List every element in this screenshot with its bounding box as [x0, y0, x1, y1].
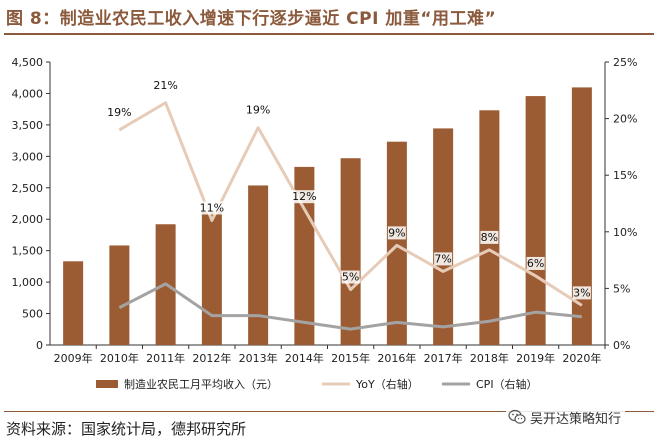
yoy-data-label: 6% [527, 257, 544, 270]
yoy-label-bg [153, 78, 179, 92]
x-tick-label: 2018年 [470, 351, 509, 365]
right-tick-label: 5% [613, 282, 630, 295]
yoy-label-bg [106, 105, 132, 119]
left-tick-label: 0 [36, 339, 43, 352]
chart-axes: 0 500 1,000 1,500 2,000 2,500 3,000 3,500 4,000 4… [12, 56, 638, 365]
left-tick-label: 2,500 [12, 182, 44, 195]
x-tick-label: 2012年 [192, 351, 231, 365]
left-tick-label: 3,500 [12, 119, 44, 132]
yoy-line [118, 101, 583, 307]
x-tick-label: 2017年 [424, 351, 463, 365]
yoy-label-bg [199, 201, 225, 215]
line-series [118, 101, 583, 331]
income-bar [294, 166, 315, 345]
yoy-label-bg [526, 256, 545, 270]
source-note: 资料来源：国家统计局，德邦研究所 [6, 420, 247, 438]
x-tick-label: 2015年 [331, 351, 370, 365]
cpi-line [118, 282, 583, 331]
right-tick-label: 0% [613, 339, 630, 352]
yoy-data-label: 11% [200, 201, 224, 214]
yoy-data-label: 9% [388, 226, 405, 239]
yoy-data-label: 5% [342, 271, 359, 284]
left-tick-label: 500 [22, 308, 43, 321]
chart-canvas: 0 500 1,000 1,500 2,000 2,500 3,000 3,500 4,000 4… [12, 56, 638, 391]
x-tick-label: 2009年 [54, 351, 93, 365]
right-tick-label: 25% [613, 56, 637, 69]
yoy-data-label: 21% [153, 79, 177, 92]
income-bar [248, 185, 269, 345]
data-labels: 19% 21% 11% 19% 12% 5% 9% 7% 8% 6% 3% [106, 78, 591, 300]
left-tick-label: 1,000 [12, 276, 44, 289]
income-bar [571, 87, 592, 346]
x-tick-label: 2011年 [146, 351, 185, 365]
yoy-data-label: 7% [434, 252, 451, 265]
yoy-label-bg [291, 190, 317, 204]
yoy-label-bg [480, 230, 499, 244]
footer-divider [4, 411, 654, 412]
x-tick-label: 2013年 [239, 351, 278, 365]
income-bar [479, 110, 500, 345]
yoy-data-label: 8% [481, 231, 498, 244]
income-bar [525, 96, 546, 345]
legend-swatch-income [96, 380, 118, 388]
income-bar [433, 128, 454, 345]
left-tick-label: 1,500 [12, 245, 44, 258]
income-bar [201, 211, 222, 345]
yoy-label-bg [341, 270, 360, 284]
title-divider [4, 33, 654, 35]
left-tick-label: 4,500 [12, 56, 44, 69]
right-tick-label: 15% [613, 169, 637, 182]
right-tick-label: 10% [613, 226, 637, 239]
x-tick-label: 2016年 [377, 351, 416, 365]
yoy-label-bg [387, 226, 406, 240]
watermark: 吴开达策略知行 [506, 407, 626, 427]
income-bar [386, 141, 407, 345]
left-tick-label: 3,000 [12, 150, 44, 163]
x-tick-label: 2020年 [562, 351, 601, 365]
income-bar [109, 245, 130, 345]
left-tick-label: 4,000 [12, 87, 44, 100]
left-tick-label: 2,000 [12, 213, 44, 226]
right-tick-label: 20% [613, 113, 637, 126]
legend-label-income: 制造业农民工月平均收入（元） [124, 377, 278, 391]
chart-title: 图 8：制造业农民工收入增速下行逐步逼近 CPI 加重“用工难” [6, 9, 497, 29]
yoy-label-bg [245, 103, 271, 117]
x-tick-label: 2019年 [516, 351, 555, 365]
yoy-data-label: 19% [246, 104, 270, 117]
legend-label-yoy: YoY（右轴） [355, 377, 419, 391]
legend-label-cpi: CPI（右轴） [476, 377, 538, 391]
x-tick-label: 2014年 [285, 351, 324, 365]
yoy-label-bg [434, 252, 453, 266]
chart-legend: 制造业农民工月平均收入（元） YoY（右轴） CPI（右轴） [96, 377, 538, 391]
income-bar [340, 158, 361, 345]
income-bar [63, 261, 84, 345]
wechat-icon [508, 409, 526, 424]
yoy-data-label: 19% [107, 106, 131, 119]
bar-series [63, 87, 592, 346]
x-tick-label: 2010年 [100, 351, 139, 365]
watermark-text: 吴开达策略知行 [530, 411, 622, 427]
yoy-label-bg [572, 286, 591, 300]
yoy-data-label: 3% [573, 286, 590, 299]
yoy-data-label: 12% [292, 190, 316, 203]
